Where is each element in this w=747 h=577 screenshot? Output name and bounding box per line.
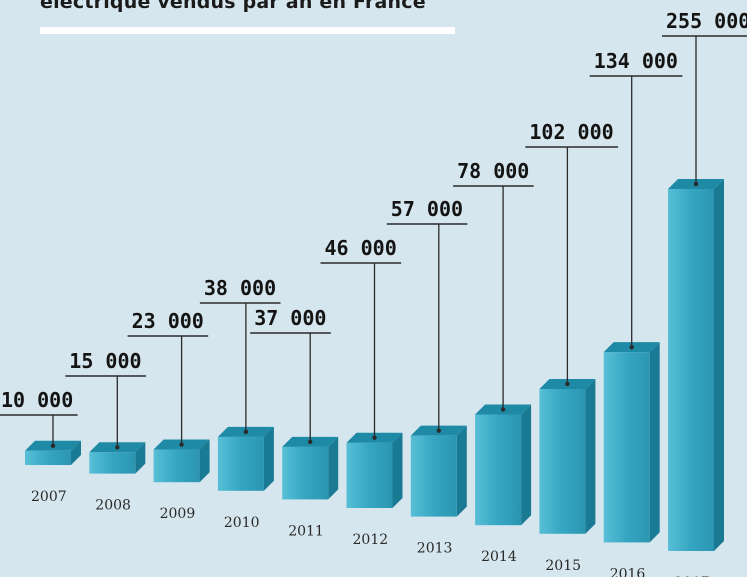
- leader-dot: [565, 381, 570, 387]
- leader-dot: [243, 429, 249, 435]
- year-label: 2011: [288, 523, 324, 539]
- value-label: 134 000: [594, 49, 678, 73]
- year-label: 2014: [481, 549, 517, 565]
- year-label: 2017: [674, 575, 710, 577]
- bar: [410, 435, 457, 517]
- year-label: 2013: [417, 541, 453, 557]
- bar-side: [521, 404, 532, 526]
- bar-side: [71, 440, 81, 465]
- value-label: 78 000: [457, 159, 529, 183]
- value-label: 37 000: [254, 306, 326, 330]
- bar-side: [328, 436, 339, 500]
- bar: [475, 414, 522, 526]
- bar-side: [135, 442, 146, 474]
- year-label: 2008: [95, 498, 131, 514]
- bar: [603, 352, 650, 543]
- year-label: 2012: [353, 532, 389, 548]
- bar-side: [649, 342, 660, 543]
- value-label: 57 000: [391, 197, 463, 221]
- bar: [282, 446, 329, 500]
- bar-side: [199, 439, 210, 483]
- leader-dot: [50, 443, 56, 449]
- bar-side: [456, 425, 467, 517]
- bar: [668, 189, 714, 551]
- value-label: 255 000: [666, 9, 747, 33]
- bar: [217, 436, 264, 491]
- leader-dot: [115, 445, 120, 450]
- value-label: 102 000: [529, 120, 613, 144]
- leader-dot: [179, 442, 184, 447]
- leader-dot: [693, 181, 699, 187]
- leader-dot: [308, 439, 313, 445]
- value-label: 46 000: [325, 236, 397, 260]
- bar: [346, 442, 393, 508]
- bar-side: [714, 179, 724, 551]
- bar: [539, 389, 586, 534]
- bar-side: [585, 379, 596, 534]
- leader-dot: [500, 407, 506, 412]
- leader-dot: [436, 428, 441, 433]
- value-label: 10 000: [1, 388, 73, 412]
- bar-side: [392, 432, 403, 508]
- bar: [25, 450, 71, 465]
- year-label: 2010: [224, 515, 260, 531]
- caption-underline: [40, 27, 455, 34]
- bar: [153, 449, 200, 483]
- leader-dot: [629, 344, 634, 350]
- bar: [89, 452, 136, 474]
- chart-caption: électrique vendus par an en France: [40, 0, 426, 13]
- year-label: 2009: [160, 506, 196, 522]
- year-label: 2007: [31, 489, 67, 505]
- value-label: 23 000: [132, 309, 204, 333]
- value-label: 38 000: [204, 276, 276, 300]
- year-label: 2015: [545, 558, 581, 574]
- year-label: 2016: [610, 566, 646, 577]
- bar-side: [263, 426, 274, 491]
- leader-dot: [372, 435, 377, 440]
- value-label: 15 000: [69, 349, 141, 373]
